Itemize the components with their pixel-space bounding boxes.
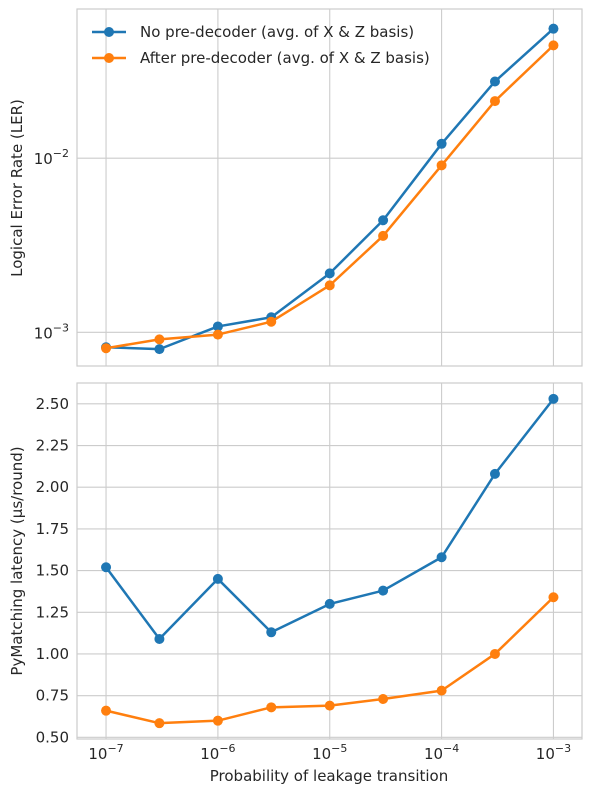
ler-point-no-predecoder <box>436 138 447 149</box>
latency-point-after-predecoder <box>266 702 277 713</box>
ler-point-after-predecoder <box>101 343 112 354</box>
latency-plot-frame <box>76 382 583 740</box>
legend-entry-after-predecoder: After pre-decoder (avg. of X & Z basis) <box>92 49 430 67</box>
latency-point-no-predecoder <box>489 468 500 479</box>
ler-y-tick-label: 10−2 <box>34 147 69 168</box>
latency-y-tick-labels: 0.50 0.75 1.00 1.25 1.50 1.75 2.00 2.25 2.50 <box>36 395 69 746</box>
latency-y-tick-label: 2.00 <box>36 478 69 496</box>
ler-point-no-predecoder <box>324 268 335 279</box>
x-tick-labels: 10−7 10−6 10−5 10−4 10−3 <box>88 742 571 763</box>
latency-point-after-predecoder <box>212 715 223 726</box>
latency-point-no-predecoder <box>548 393 559 404</box>
latency-y-tick-label: 1.75 <box>36 520 69 538</box>
latency-y-axis-label: PyMatching latency (μs/round) <box>8 446 26 675</box>
latency-point-after-predecoder <box>548 592 559 603</box>
ler-y-axis-label: Logical Error Rate (LER) <box>8 99 26 277</box>
latency-point-no-predecoder <box>266 627 277 638</box>
latency-point-no-predecoder <box>154 633 165 644</box>
ler-point-no-predecoder <box>154 344 165 355</box>
legend-marker-no-predecoder <box>104 27 114 37</box>
legend: No pre-decoder (avg. of X & Z basis) Aft… <box>92 23 430 67</box>
latency-y-tick-label: 1.00 <box>36 645 69 663</box>
latency-point-no-predecoder <box>436 552 447 563</box>
x-axis-label: Probability of leakage transition <box>210 767 448 785</box>
x-tick-label: 10−4 <box>424 742 459 763</box>
legend-marker-after-predecoder <box>104 53 114 63</box>
latency-point-no-predecoder <box>212 573 223 584</box>
latency-y-tick-label: 1.50 <box>36 562 69 580</box>
latency-gridlines <box>77 383 582 739</box>
latency-point-after-predecoder <box>154 718 165 729</box>
latency-point-after-predecoder <box>101 705 112 716</box>
latency-point-after-predecoder <box>489 648 500 659</box>
x-tick-label: 10−6 <box>200 742 235 763</box>
x-tick-label: 10−7 <box>88 742 123 763</box>
ler-gridlines <box>77 9 582 366</box>
latency-point-after-predecoder <box>378 693 389 704</box>
latency-point-no-predecoder <box>378 585 389 596</box>
x-tick-label: 10−5 <box>312 742 347 763</box>
latency-point-no-predecoder <box>101 562 112 573</box>
ler-panel: 10−3 10−2 Logical Error Rate (LER) No pre… <box>8 8 583 367</box>
ler-point-after-predecoder <box>266 316 277 327</box>
ler-point-no-predecoder <box>489 76 500 87</box>
latency-y-tick-label: 1.25 <box>36 603 69 621</box>
ler-plot-frame <box>76 8 583 367</box>
ler-point-after-predecoder <box>436 160 447 171</box>
ler-point-no-predecoder <box>212 321 223 332</box>
latency-panel: 0.50 0.75 1.00 1.25 1.50 1.75 2.00 2.25 2.50 10−… <box>8 382 583 785</box>
latency-series-layer <box>101 393 559 729</box>
legend-label-no-predecoder: No pre-decoder (avg. of X & Z basis) <box>140 23 414 41</box>
ler-point-no-predecoder <box>378 215 389 226</box>
latency-y-tick-label: 2.25 <box>36 437 69 455</box>
legend-label-after-predecoder: After pre-decoder (avg. of X & Z basis) <box>140 49 430 67</box>
ler-y-tick-label: 10−3 <box>34 321 69 342</box>
latency-point-after-predecoder <box>324 700 335 711</box>
latency-point-after-predecoder <box>436 685 447 696</box>
latency-y-tick-label: 0.75 <box>36 687 69 705</box>
ler-point-after-predecoder <box>324 280 335 291</box>
ler-point-after-predecoder <box>489 96 500 107</box>
latency-y-tick-label: 2.50 <box>36 395 69 413</box>
ler-point-after-predecoder <box>378 230 389 241</box>
latency-y-tick-label: 0.50 <box>36 728 69 746</box>
ler-point-after-predecoder <box>154 334 165 345</box>
ler-point-after-predecoder <box>212 329 223 340</box>
x-tick-label: 10−3 <box>536 742 571 763</box>
latency-point-no-predecoder <box>324 598 335 609</box>
ler-point-after-predecoder <box>548 40 559 51</box>
ler-y-tick-labels: 10−3 10−2 <box>34 147 69 342</box>
ler-series-layer <box>101 23 559 355</box>
ler-point-no-predecoder <box>548 23 559 34</box>
legend-entry-no-predecoder: No pre-decoder (avg. of X & Z basis) <box>92 23 414 41</box>
